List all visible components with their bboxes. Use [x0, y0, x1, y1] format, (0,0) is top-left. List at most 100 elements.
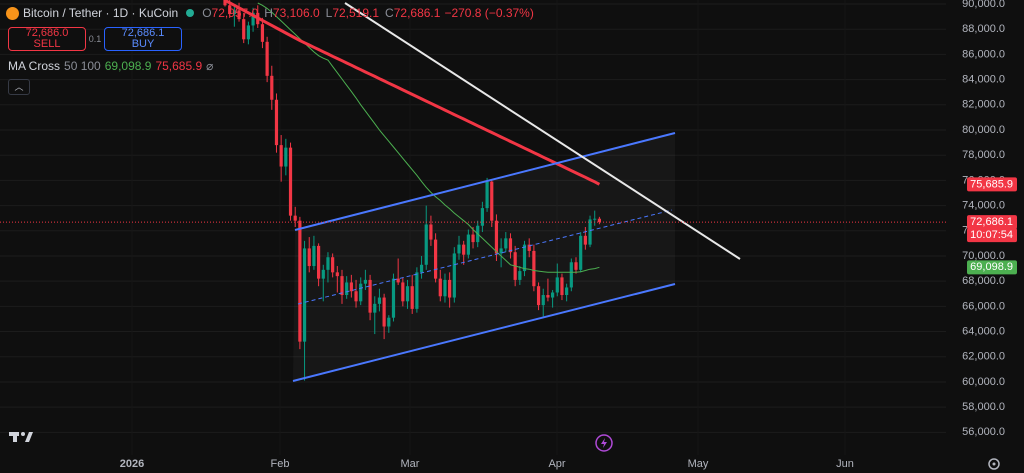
candle-body	[293, 215, 297, 221]
candle-body	[232, 10, 236, 15]
replay-button[interactable]	[595, 434, 613, 452]
candle-body	[242, 19, 246, 40]
candle-body	[298, 220, 302, 342]
candle-body	[274, 99, 279, 146]
ohlc-label: H	[264, 6, 273, 20]
y-tick-label: 56,000.0	[962, 426, 1005, 438]
candle-body	[494, 220, 499, 254]
candle-body	[349, 282, 353, 292]
y-tick-label: 90,000.0	[962, 0, 1005, 10]
indicator-value: 69,098.9	[104, 59, 152, 73]
candle-body	[466, 234, 470, 255]
ohlc-item: L72,519.1	[326, 6, 379, 20]
candle-body	[565, 287, 569, 296]
candle-body	[541, 295, 545, 306]
candle-body	[504, 238, 508, 249]
candle-body	[284, 147, 288, 167]
y-tick-label: 70,000.0	[962, 250, 1005, 262]
candle-body	[546, 295, 550, 298]
y-tick-label: 68,000.0	[962, 275, 1005, 287]
candle-body	[410, 286, 414, 309]
x-tick-label: Apr	[548, 458, 565, 470]
candle-body	[340, 276, 344, 296]
candle-body	[279, 145, 283, 167]
moving-average	[224, 0, 601, 186]
ohlc-value: 73,106.0	[272, 6, 320, 20]
candle-body	[321, 269, 325, 279]
candle-body	[443, 279, 447, 297]
candle-body	[438, 278, 442, 297]
candle-body	[270, 75, 274, 100]
candle-body	[396, 278, 400, 283]
candle-body	[429, 224, 433, 240]
candle-body	[480, 208, 484, 226]
candle-body	[508, 238, 513, 253]
collapse-button[interactable]: ︿	[8, 79, 30, 95]
candle-body	[335, 272, 339, 277]
ohlc-value: 72,519.1	[332, 6, 380, 20]
candle-body	[419, 264, 424, 273]
candle-body	[251, 12, 255, 26]
candle-body	[246, 25, 250, 40]
symbol: Bitcoin / Tether · 1D · KuCoin	[23, 6, 179, 20]
buy-price: 72,686.1	[121, 27, 165, 39]
y-tick-label: 84,000.0	[962, 74, 1005, 86]
x-tick-label: May	[688, 458, 709, 470]
candle-body	[583, 235, 587, 245]
candle-body	[485, 181, 489, 209]
candle-body	[377, 297, 382, 304]
ohlc-item: H73,106.0	[264, 6, 319, 20]
candle-body	[228, 5, 232, 15]
x-tick-label: Feb	[271, 458, 290, 470]
candle-body	[448, 279, 452, 298]
candle-body	[551, 292, 555, 298]
candle-body	[471, 234, 475, 243]
candle-body	[391, 278, 396, 318]
candle-body	[387, 317, 391, 327]
candle-body	[593, 218, 597, 220]
y-tick-label: 88,000.0	[962, 23, 1005, 35]
indicator-row: MA Cross 50 100 69,098.9 75,685.9 ⌀	[8, 59, 213, 73]
candle-body	[359, 283, 363, 302]
sell-button[interactable]: 72,686.0 SELL	[8, 27, 86, 51]
candle-body	[597, 218, 601, 223]
y-tick-label: 66,000.0	[962, 300, 1005, 312]
trade-row: 72,686.0 SELL 0.1 72,686.1 BUY	[8, 27, 182, 51]
candle-body	[302, 248, 307, 342]
candle-body	[555, 277, 559, 293]
price-tag-label: 69,098.9	[970, 261, 1013, 273]
candle-body	[536, 286, 541, 306]
candle-body	[368, 279, 372, 313]
candle-body	[401, 282, 405, 302]
y-tick-label: 86,000.0	[962, 48, 1005, 60]
channel-upper	[294, 132, 676, 231]
candle-body	[265, 41, 269, 76]
grid	[0, 3, 946, 433]
trend-line	[344, 2, 741, 260]
candle-body	[532, 250, 536, 287]
tradingview-logo	[9, 432, 33, 442]
channel-lower	[292, 283, 676, 382]
candle-body	[382, 297, 386, 327]
ohlc: O72,957.0 H73,106.0 L72,519.1 C72,686.1	[202, 6, 440, 20]
y-tick-label: 58,000.0	[962, 401, 1005, 413]
candle-body	[237, 10, 241, 20]
settings-button[interactable]	[988, 458, 1000, 470]
coin-icon	[6, 6, 19, 20]
x-tick-label: Jun	[836, 458, 854, 470]
x-tick-label: 2026	[120, 458, 144, 470]
candle-body	[457, 244, 461, 254]
buy-button[interactable]: 72,686.1 BUY	[104, 27, 182, 51]
candle-body	[260, 24, 265, 42]
indicator-hide[interactable]: ⌀	[206, 59, 214, 73]
candle-body	[434, 239, 438, 279]
buy-label: BUY	[131, 38, 155, 50]
candle-body	[223, 0, 227, 6]
y-tick-label: 78,000.0	[962, 149, 1005, 161]
candle-body	[373, 303, 377, 313]
candle-body	[574, 262, 578, 270]
candle-body	[588, 219, 592, 245]
candle-body	[354, 291, 358, 302]
candle-body	[579, 235, 583, 270]
price-tag	[967, 215, 1017, 230]
